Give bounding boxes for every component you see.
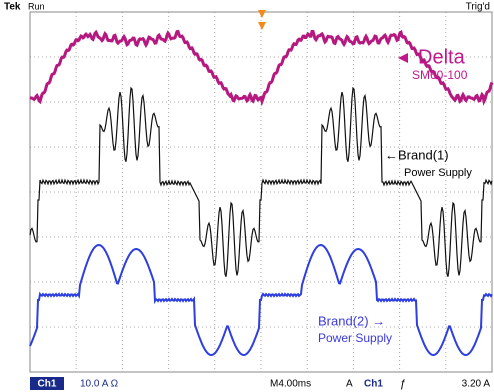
trigger-source: Ch1	[364, 379, 383, 390]
trigger-mode: A	[346, 379, 353, 390]
brand2-label: Brand(2) →	[318, 313, 385, 328]
delta-label: Delta	[418, 46, 466, 68]
channel: Ch1	[38, 379, 57, 390]
vertical-scale: 10.0 A Ω	[80, 379, 119, 390]
trigger-level: 3.20 A	[462, 379, 491, 390]
trigger-status: Trig'd	[466, 2, 490, 13]
brand: Tek	[4, 2, 21, 13]
brand2-sub: Power Supply	[318, 331, 392, 345]
delta-model: SM60-100	[412, 68, 468, 82]
brand1-sub: Power Supply	[404, 167, 472, 179]
brand1-label: ←Brand(1)	[385, 147, 449, 162]
timebase: M4.00ms	[270, 379, 311, 390]
scope-screen: Tek Run Trig'd Delta SM60-100 ←Brand(1) …	[0, 0, 494, 392]
status: Run	[28, 1, 45, 11]
trigger-slope: ƒ	[400, 378, 406, 390]
